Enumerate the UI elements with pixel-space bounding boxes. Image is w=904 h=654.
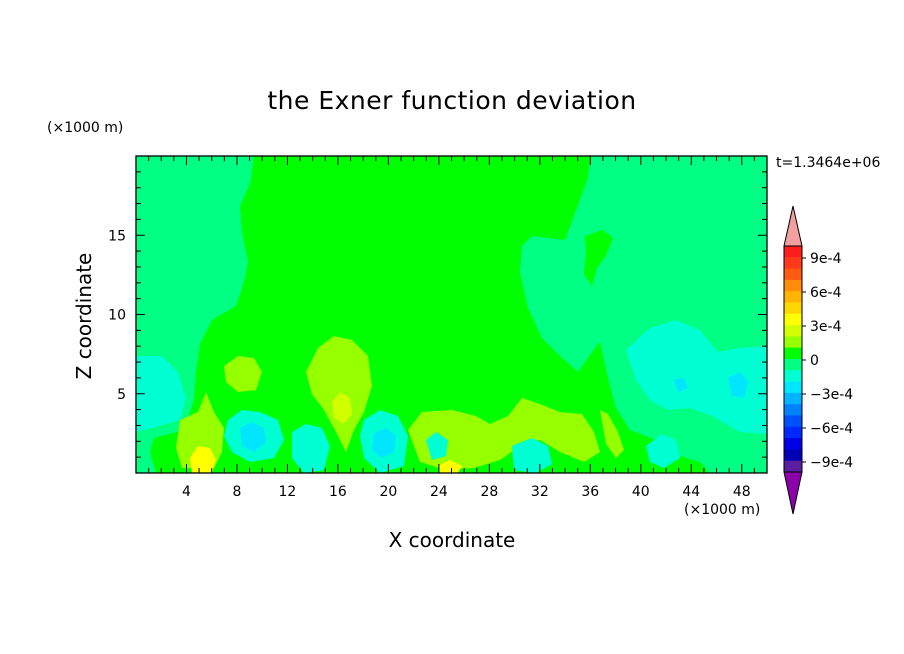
colorbar-tick-label: −9e-4 <box>810 455 853 471</box>
contour-region-right-low <box>626 320 767 434</box>
colorbar-frame <box>783 245 803 473</box>
x-tick-label: 28 <box>480 484 498 500</box>
x-tick-label: 20 <box>379 484 397 500</box>
colorbar-segment <box>784 336 802 349</box>
y-axis: 5 10 15 <box>108 171 767 458</box>
colorbar-segment <box>784 246 802 258</box>
contour-region-patch <box>224 356 262 392</box>
colorbar-segment <box>784 347 802 360</box>
colorbar-tick-label: 3e-4 <box>810 319 842 335</box>
colorbar-segment <box>784 415 802 428</box>
x-tick-label: 24 <box>430 484 448 500</box>
y-tick-label: 15 <box>108 228 126 244</box>
colorbar-segment <box>784 426 802 439</box>
x-tick-label: 44 <box>682 484 700 500</box>
colorbar-segment <box>784 325 802 337</box>
colorbar-tick-label: −3e-4 <box>810 387 853 403</box>
contour-region-right-core <box>728 372 748 398</box>
y-axis-label: Z coordinate <box>72 252 96 380</box>
contour-region-mid <box>408 398 600 470</box>
contour-region-cyan-3-core <box>372 428 396 458</box>
colorbar-tick-label: 6e-4 <box>810 285 842 301</box>
time-label: t=1.3464e+06 <box>776 155 881 171</box>
colorbar-segment <box>784 381 802 394</box>
colorbar-segment <box>784 359 802 371</box>
chart-title: the Exner function deviation <box>267 86 637 115</box>
contour-field <box>136 156 767 473</box>
colorbar-extend-bottom <box>783 471 803 515</box>
y-tick-label: 5 <box>117 387 126 403</box>
contour-region-central <box>150 156 710 473</box>
contour-region-left-low <box>136 356 186 432</box>
x-axis: 4 8 12 16 20 24 28 32 36 40 44 48 <box>148 156 755 500</box>
y-axis-unit: (×1000 m) <box>47 120 124 136</box>
contour-region-plume-core <box>332 392 352 424</box>
colorbar-segment <box>784 302 802 315</box>
colorbar-extend-top <box>783 205 803 247</box>
colorbar-segment <box>784 279 802 292</box>
colorbar-tick-label: 9e-4 <box>810 251 842 267</box>
colorbar-segment <box>784 392 802 405</box>
colorbar-segment <box>784 449 802 462</box>
contour-region-cyan-1-core <box>240 422 266 452</box>
contour-region-peak-left <box>190 446 216 473</box>
colorbar-segment <box>784 404 802 416</box>
colorbar: 9e-4 6e-4 3e-4 0 −3e-4 −6e-4 −9e-4 <box>783 205 853 515</box>
colorbar-tick-label: −6e-4 <box>810 421 853 437</box>
x-axis-label: X coordinate <box>388 528 516 552</box>
x-tick-label: 48 <box>733 484 751 500</box>
x-tick-label: 16 <box>329 484 347 500</box>
colorbar-segment <box>784 291 802 303</box>
colorbar-segment <box>784 313 802 326</box>
contour-region-peak-mid <box>438 460 462 473</box>
colorbar-segment <box>784 257 802 270</box>
x-tick-label: 12 <box>279 484 297 500</box>
x-axis-unit: (×1000 m) <box>684 502 761 518</box>
contour-region-cyan-2 <box>292 424 330 473</box>
colorbar-segment <box>784 460 802 473</box>
x-tick-label: 36 <box>581 484 599 500</box>
colorbar-segment <box>784 370 802 383</box>
contour-region-lowlevel <box>176 392 224 468</box>
x-tick-label: 8 <box>232 484 241 500</box>
x-tick-label: 40 <box>632 484 650 500</box>
colorbar-tick-label: 0 <box>810 353 819 369</box>
contour-region-right-spot <box>674 378 688 392</box>
y-tick-label: 10 <box>108 308 126 324</box>
contour-region-cyan-4 <box>426 432 448 460</box>
contour-region-right <box>600 410 624 458</box>
x-tick-label: 32 <box>531 484 549 500</box>
contour-region-cyan-5 <box>512 438 552 473</box>
x-tick-label: 4 <box>182 484 191 500</box>
contour-region-island <box>584 230 613 286</box>
contour-region-cyan-6 <box>646 434 680 468</box>
colorbar-segment <box>784 438 802 450</box>
colorbar-segment <box>784 268 802 281</box>
